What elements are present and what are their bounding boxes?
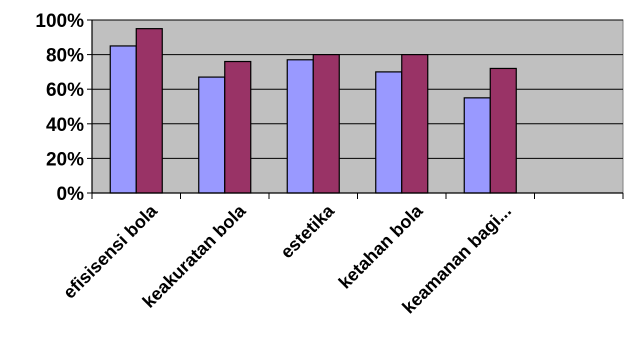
bar <box>198 76 226 194</box>
gridlines <box>92 19 623 159</box>
category-label: efisisensi bola <box>59 200 162 303</box>
y-tick-label: 40% <box>46 115 84 136</box>
y-tick-labels: 0% 20% 40% 60% 80% 100% <box>35 11 84 205</box>
axes <box>87 19 624 199</box>
y-tick-label: 100% <box>35 11 84 32</box>
y-tick-label: 0% <box>57 184 85 205</box>
category-label: ketahan bola <box>335 200 428 293</box>
y-tick-label: 60% <box>46 80 84 101</box>
y-tick-label: 20% <box>46 149 84 170</box>
bar <box>489 67 517 194</box>
bar <box>312 53 340 194</box>
bar <box>109 45 137 194</box>
bar <box>463 97 491 194</box>
bar <box>286 59 314 194</box>
category-label: estetika <box>277 200 339 262</box>
bar <box>224 60 252 194</box>
plot-area <box>91 19 624 194</box>
bar <box>401 53 429 194</box>
y-tick-label: 80% <box>46 46 84 67</box>
bar <box>375 71 403 194</box>
bars <box>109 28 517 194</box>
plot-background <box>91 19 624 194</box>
bar <box>135 28 163 194</box>
